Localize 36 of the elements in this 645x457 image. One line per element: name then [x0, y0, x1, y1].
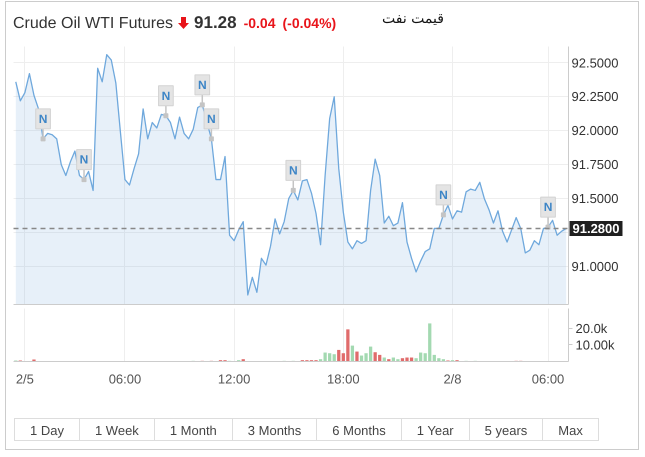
- y-tick-label: 91.5000: [572, 191, 619, 206]
- chart-subtitle: قیمت نفت: [382, 10, 444, 29]
- text: 1 Year: [400, 418, 470, 441]
- text: 91.28: [194, 13, 237, 32]
- x-tick-label: 06:00: [532, 372, 564, 386]
- data-label: N: [38, 112, 48, 126]
- data-label: N: [544, 200, 552, 214]
- x-tick-label: 06:00: [108, 372, 142, 386]
- text: 5 years: [468, 418, 544, 441]
- data-label: N: [207, 112, 216, 126]
- y-tick-label: 92.0000: [572, 123, 619, 138]
- text: 1 Month: [154, 418, 233, 441]
- data-label: N: [80, 152, 88, 167]
- data-label: N: [198, 78, 207, 92]
- chart-title: Crude Oil WTI Futures: [13, 15, 174, 32]
- data-label: N: [439, 188, 448, 202]
- text: 1 Week: [78, 418, 155, 441]
- text: Max: [542, 418, 599, 441]
- data-label: N: [162, 88, 170, 103]
- y-tick-label: 91.0000: [572, 258, 619, 274]
- text: 3 Months: [232, 418, 318, 441]
- y-tick-label: 20.0k: [576, 320, 608, 336]
- y-tick-label: 92.2500: [572, 89, 619, 104]
- x-tick-label: 12:00: [218, 372, 250, 386]
- x-tick-label: 2/5: [16, 372, 34, 386]
- x-tick-label: 2/8: [443, 372, 462, 386]
- y-tick-label: 92.5000: [572, 55, 619, 70]
- y-tick-label: 91.7500: [572, 157, 619, 172]
- text: 6 Months: [316, 418, 402, 441]
- data-label: N: [288, 163, 298, 178]
- text: (-0.04%): [282, 15, 336, 31]
- y-tick-label: 10.00k: [576, 337, 616, 352]
- text: -0.04: [244, 15, 276, 31]
- ref-line-label: 91.2800: [572, 220, 620, 236]
- text: 1 Day: [14, 418, 80, 441]
- x-tick-label: 18:00: [327, 372, 360, 386]
